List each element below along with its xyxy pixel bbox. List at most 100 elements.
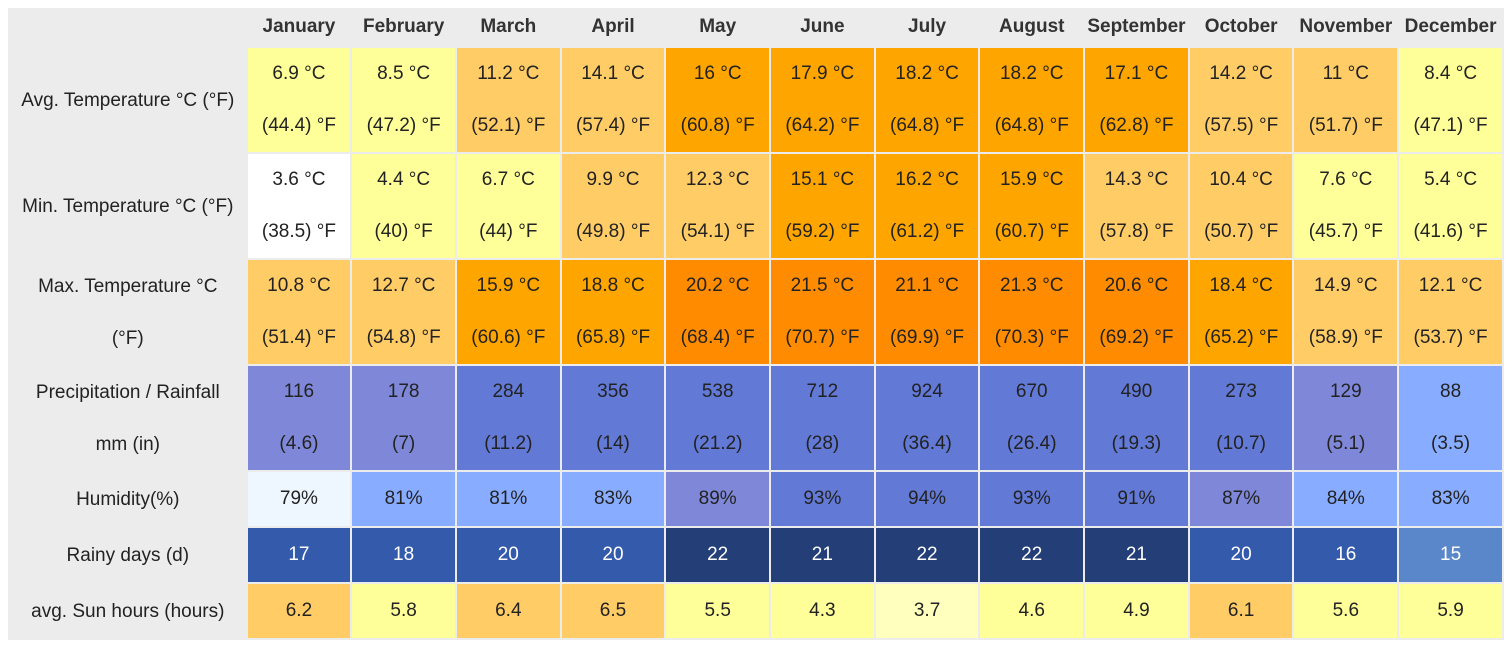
value-primary: 178 xyxy=(387,381,420,402)
value-secondary: (45.7) °F xyxy=(1308,221,1383,242)
value-primary: 284 xyxy=(492,381,525,402)
value-cell: 356 (14) xyxy=(561,366,665,472)
month-header-october: October xyxy=(1189,8,1293,48)
value-cell: 490 (19.3) xyxy=(1085,366,1188,472)
value-primary: 356 xyxy=(597,381,629,402)
value-primary: 14.3 °C xyxy=(1104,169,1169,190)
value-primary: 4.9 xyxy=(1123,600,1150,621)
row-label-text: Avg. Temperature °C (°F) xyxy=(21,90,235,111)
value-cell: 17.9 °C (64.2) °F xyxy=(771,48,874,154)
value-cell: 83% xyxy=(561,472,665,528)
value-secondary: (10.7) xyxy=(1216,433,1266,454)
value-cell: 6.9 °C (44.4) °F xyxy=(247,48,351,154)
value-secondary: (54.1) °F xyxy=(680,221,755,242)
value-cell: 16 °C (60.8) °F xyxy=(666,48,770,154)
value-primary: 16 xyxy=(1335,544,1357,565)
value-primary: 16.2 °C xyxy=(895,169,959,190)
value-primary: 5.4 °C xyxy=(1424,169,1478,190)
value-secondary: (36.4) xyxy=(902,433,952,454)
value-primary: 81% xyxy=(384,488,423,509)
value-cell: 22 xyxy=(666,528,770,584)
value-secondary: (51.4) °F xyxy=(261,327,336,348)
value-cell: 16.2 °C (61.2) °F xyxy=(875,154,979,260)
value-secondary: (28) xyxy=(805,433,840,454)
value-secondary: (3.5) xyxy=(1431,433,1471,454)
value-cell: 16 xyxy=(1294,528,1398,584)
value-secondary: (57.8) °F xyxy=(1099,221,1174,242)
value-primary: 3.6 °C xyxy=(272,169,326,190)
value-cell: 6.7 °C (44) °F xyxy=(456,154,560,260)
data-row: Humidity(%) 79% 81% 81% 83% 89% 93% 94% 93% 91% 87… xyxy=(10,472,1502,528)
value-cell: 21 xyxy=(1085,528,1188,584)
row-label: Avg. Temperature °C (°F) xyxy=(10,48,246,154)
value-primary: 8.5 °C xyxy=(377,63,431,84)
value-primary: 21 xyxy=(811,544,833,565)
data-row: Avg. Temperature °C (°F) 6.9 °C (44.4) °F 8… xyxy=(10,48,1502,154)
value-cell: 17.1 °C (62.8) °F xyxy=(1085,48,1188,154)
value-secondary: (62.8) °F xyxy=(1099,115,1174,136)
value-cell: 20 xyxy=(1189,528,1293,584)
value-cell: 83% xyxy=(1399,472,1502,528)
value-secondary: (65.2) °F xyxy=(1204,327,1279,348)
value-primary: 4.3 xyxy=(809,600,836,621)
data-row: avg. Sun hours (hours) 6.2 5.8 6.4 6.5 5.5 4.3… xyxy=(10,584,1502,640)
value-primary: 116 xyxy=(283,381,315,402)
row-label: Humidity(%) xyxy=(10,472,246,528)
value-primary: 17 xyxy=(288,544,310,565)
value-cell: 91% xyxy=(1085,472,1188,528)
value-primary: 5.5 xyxy=(704,600,731,621)
month-header-november: November xyxy=(1294,8,1398,48)
value-secondary: (65.8) °F xyxy=(575,327,651,348)
value-primary: 18.4 °C xyxy=(1209,275,1273,296)
value-primary: 88 xyxy=(1440,381,1462,402)
value-cell: 273 (10.7) xyxy=(1189,366,1293,472)
value-primary: 8.4 °C xyxy=(1424,63,1478,84)
value-cell: 924 (36.4) xyxy=(875,366,979,472)
value-primary: 5.9 xyxy=(1437,600,1464,621)
value-cell: 22 xyxy=(980,528,1084,584)
value-cell: 8.5 °C (47.2) °F xyxy=(352,48,455,154)
value-primary: 83% xyxy=(1431,488,1470,509)
value-cell: 79% xyxy=(247,472,351,528)
value-primary: 6.9 °C xyxy=(272,63,326,84)
value-cell: 14.3 °C (57.8) °F xyxy=(1085,154,1188,260)
value-cell: 81% xyxy=(352,472,455,528)
value-cell: 6.5 xyxy=(561,584,665,640)
value-primary: 6.1 xyxy=(1227,600,1255,621)
value-primary: 18.2 °C xyxy=(895,63,959,84)
value-secondary: (40) °F xyxy=(374,221,433,242)
value-cell: 18.2 °C (64.8) °F xyxy=(875,48,979,154)
value-cell: 10.8 °C (51.4) °F xyxy=(247,260,351,366)
value-primary: 4.4 °C xyxy=(377,169,431,190)
row-label: Rainy days (d) xyxy=(10,528,246,584)
data-row: Rainy days (d) 17 18 20 20 22 21 22 22 21 20 16 15 xyxy=(10,528,1502,584)
value-secondary: (4.6) xyxy=(279,433,319,454)
value-cell: 5.5 xyxy=(666,584,770,640)
month-header-may: May xyxy=(666,8,770,48)
value-primary: 10.4 °C xyxy=(1209,169,1273,190)
value-cell: 5.8 xyxy=(352,584,455,640)
value-secondary: (44.4) °F xyxy=(261,115,336,136)
row-label-line: Max. Temperature °C xyxy=(38,276,218,297)
value-primary: 15 xyxy=(1440,544,1462,565)
value-cell: 10.4 °C (50.7) °F xyxy=(1189,154,1293,260)
value-cell: 6.4 xyxy=(456,584,560,640)
value-primary: 5.6 xyxy=(1332,600,1360,621)
value-secondary: (53.7) °F xyxy=(1413,327,1488,348)
value-cell: 15 xyxy=(1399,528,1502,584)
value-primary: 20.2 °C xyxy=(685,275,750,296)
value-primary: 18.8 °C xyxy=(581,275,645,296)
value-primary: 81% xyxy=(489,488,528,509)
month-header-april: April xyxy=(561,8,665,48)
month-header-row: January February March April May June July Augu… xyxy=(10,8,1502,48)
value-secondary: (60.8) °F xyxy=(680,115,755,136)
value-primary: 7.6 °C xyxy=(1319,169,1373,190)
value-primary: 94% xyxy=(908,488,947,509)
value-cell: 93% xyxy=(980,472,1084,528)
value-cell: 22 xyxy=(875,528,979,584)
value-secondary: (60.7) °F xyxy=(994,221,1069,242)
value-secondary: (21.2) xyxy=(692,433,743,454)
value-primary: 21.1 °C xyxy=(895,275,959,296)
value-cell: 15.9 °C (60.7) °F xyxy=(980,154,1084,260)
value-cell: 4.9 xyxy=(1085,584,1188,640)
